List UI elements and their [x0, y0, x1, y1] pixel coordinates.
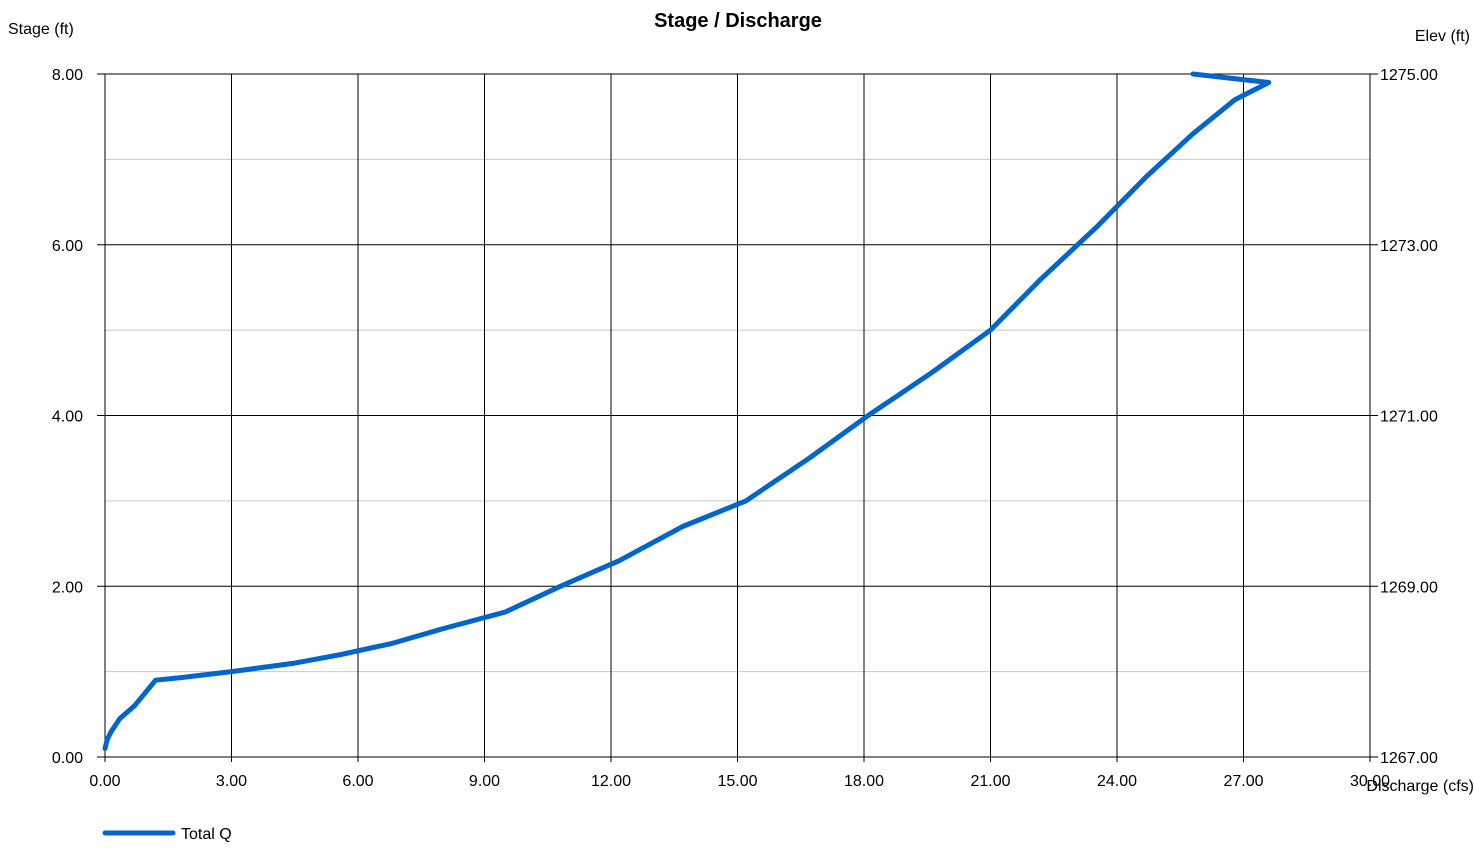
y2-axis-title: Elev (ft) [1415, 28, 1470, 45]
major-gridlines [105, 74, 1370, 757]
y-axis-title: Stage (ft) [8, 21, 74, 38]
x-tick-label: 3.00 [216, 773, 247, 790]
legend-label-total-q: Total Q [181, 826, 232, 843]
x-tick-label: 18.00 [844, 773, 884, 790]
y-tick-label: 8.00 [52, 67, 83, 84]
series-line-total-q [102, 71, 1272, 751]
x-tick-label: 30.00 [1350, 773, 1390, 790]
y2-tick-label: 1269.00 [1380, 579, 1438, 596]
y2-tick-label: 1271.00 [1380, 409, 1438, 426]
x-tick-label: 15.00 [717, 773, 757, 790]
chart-title: Stage / Discharge [654, 10, 822, 32]
x-tick-label: 21.00 [970, 773, 1010, 790]
y2-tick-label: 1267.00 [1380, 750, 1438, 767]
x-tick-label: 6.00 [342, 773, 373, 790]
y-axis-ticks: 0.00 2.00 4.00 6.00 8.00 [52, 67, 105, 767]
y2-axis-ticks: 1267.00 1269.00 1271.00 1273.00 1275.00 [1370, 67, 1438, 767]
series-layer [102, 71, 1272, 751]
y2-tick-label: 1275.00 [1380, 67, 1438, 84]
x-tick-label: 12.00 [591, 773, 631, 790]
y-tick-label: 2.00 [52, 579, 83, 596]
y-tick-label: 0.00 [52, 750, 83, 767]
y-tick-label: 4.00 [52, 409, 83, 426]
y-tick-label: 6.00 [52, 238, 83, 255]
legend: Total Q [102, 826, 232, 843]
x-axis-title: Discharge (cfs) [1366, 778, 1474, 795]
x-tick-label: 24.00 [1097, 773, 1137, 790]
x-axis-ticks: 0.00 3.00 6.00 9.00 12.00 15.00 18.00 21.00 24.0… [89, 757, 1390, 790]
x-tick-label: 0.00 [89, 773, 120, 790]
y2-tick-label: 1273.00 [1380, 238, 1438, 255]
x-tick-label: 27.00 [1223, 773, 1263, 790]
x-tick-label: 9.00 [469, 773, 500, 790]
